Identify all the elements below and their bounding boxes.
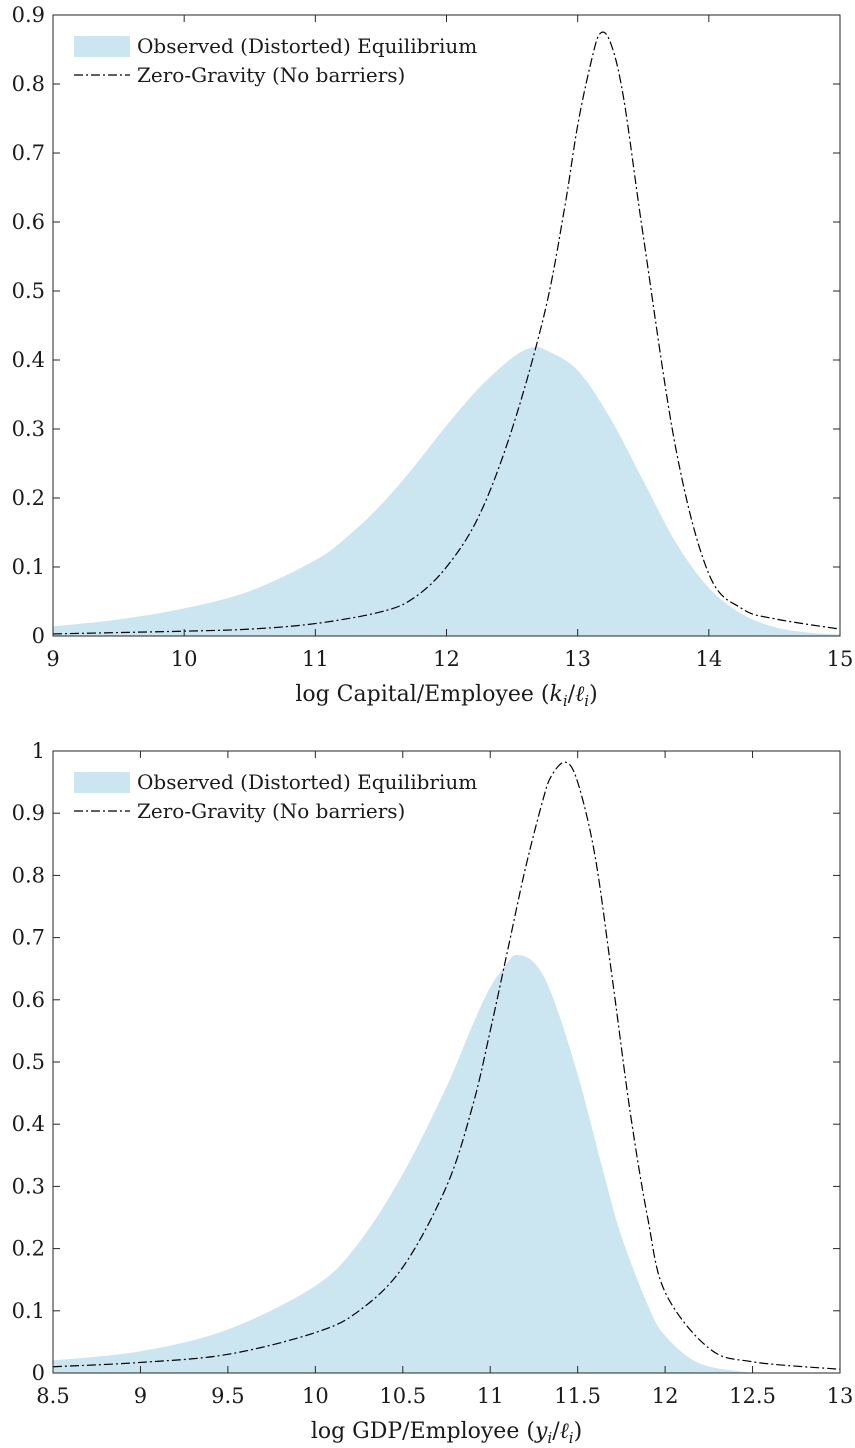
x-axis-label: log GDP/Employee (yi/ℓi) xyxy=(311,1419,582,1447)
y-tick-label: 0.7 xyxy=(12,141,45,165)
x-tick-label: 10 xyxy=(302,1384,329,1408)
x-tick-label: 9 xyxy=(46,647,59,671)
x-tick-label: 10.5 xyxy=(379,1384,426,1408)
legend-label-zero-gravity: Zero-Gravity (No barriers) xyxy=(137,63,405,87)
x-tick-label: 11 xyxy=(302,647,329,671)
x-tick-label: 11.5 xyxy=(554,1384,601,1408)
y-tick-label: 0.1 xyxy=(12,1299,45,1323)
legend: Observed (Distorted) Equilibrium Zero-Gra… xyxy=(74,770,477,823)
y-tick-label: 0.5 xyxy=(12,279,45,303)
legend: Observed (Distorted) Equilibrium Zero-Gra… xyxy=(74,34,477,87)
y-tick-label: 0.1 xyxy=(12,555,45,579)
plot-area xyxy=(53,31,840,636)
legend-label-zero-gravity: Zero-Gravity (No barriers) xyxy=(137,799,405,823)
x-tick-label: 13 xyxy=(827,1384,854,1408)
y-tick-label: 0.4 xyxy=(12,348,45,372)
y-tick-label: 0.3 xyxy=(12,1174,45,1198)
plot-area xyxy=(53,761,840,1373)
y-tick-label: 0.2 xyxy=(12,1237,45,1261)
chart-panel-1: 9 10 11 12 13 14 15 0 0.1 0.2 0.3 0.4 0.5 0.6 0.7 0.8 0.… xyxy=(12,3,854,710)
x-tick-label: 10 xyxy=(171,647,198,671)
y-tick-label: 1 xyxy=(32,739,45,763)
x-tick-label: 12.5 xyxy=(729,1384,776,1408)
x-axis-label: log Capital/Employee (ki/ℓi) xyxy=(295,682,597,710)
legend-swatch-observed xyxy=(74,36,130,57)
legend-swatch-observed xyxy=(74,772,130,793)
series-area-observed xyxy=(53,955,753,1373)
x-tick-label: 9.5 xyxy=(211,1384,244,1408)
x-tick-label: 12 xyxy=(652,1384,679,1408)
x-tick-label: 14 xyxy=(695,647,722,671)
y-tick-label: 0.9 xyxy=(12,3,45,27)
chart-panel-2: 8.5 9 9.5 10 10.5 11 11.5 12 12.5 1300.10.20.30.4… xyxy=(12,739,854,1447)
y-tick-label: 0.5 xyxy=(12,1050,45,1074)
y-tick-label: 0 xyxy=(32,1361,45,1385)
y-tick-label: 0.8 xyxy=(12,863,45,887)
x-tick-label: 15 xyxy=(827,647,854,671)
y-tick-label: 0 xyxy=(32,624,45,648)
legend-label-observed: Observed (Distorted) Equilibrium xyxy=(137,770,477,794)
series-area-observed xyxy=(53,346,840,636)
x-tick-label: 9 xyxy=(134,1384,147,1408)
y-tick-label: 0.3 xyxy=(12,417,45,441)
x-tick-label: 8.5 xyxy=(36,1384,69,1408)
x-tick-label: 12 xyxy=(433,647,460,671)
x-tick-label: 11 xyxy=(477,1384,504,1408)
y-tick-label: 0.2 xyxy=(12,486,45,510)
legend-label-observed: Observed (Distorted) Equilibrium xyxy=(137,34,477,58)
series-line-zero-gravity xyxy=(53,31,840,635)
y-tick-label: 0.7 xyxy=(12,926,45,950)
y-tick-label: 0.6 xyxy=(12,210,45,234)
y-tick-label: 0.4 xyxy=(12,1112,45,1136)
y-tick-label: 0.9 xyxy=(12,801,45,825)
x-tick-label: 13 xyxy=(564,647,591,671)
y-tick-label: 0.8 xyxy=(12,72,45,96)
series-line-zero-gravity xyxy=(53,761,840,1370)
y-tick-label: 0.6 xyxy=(12,988,45,1012)
